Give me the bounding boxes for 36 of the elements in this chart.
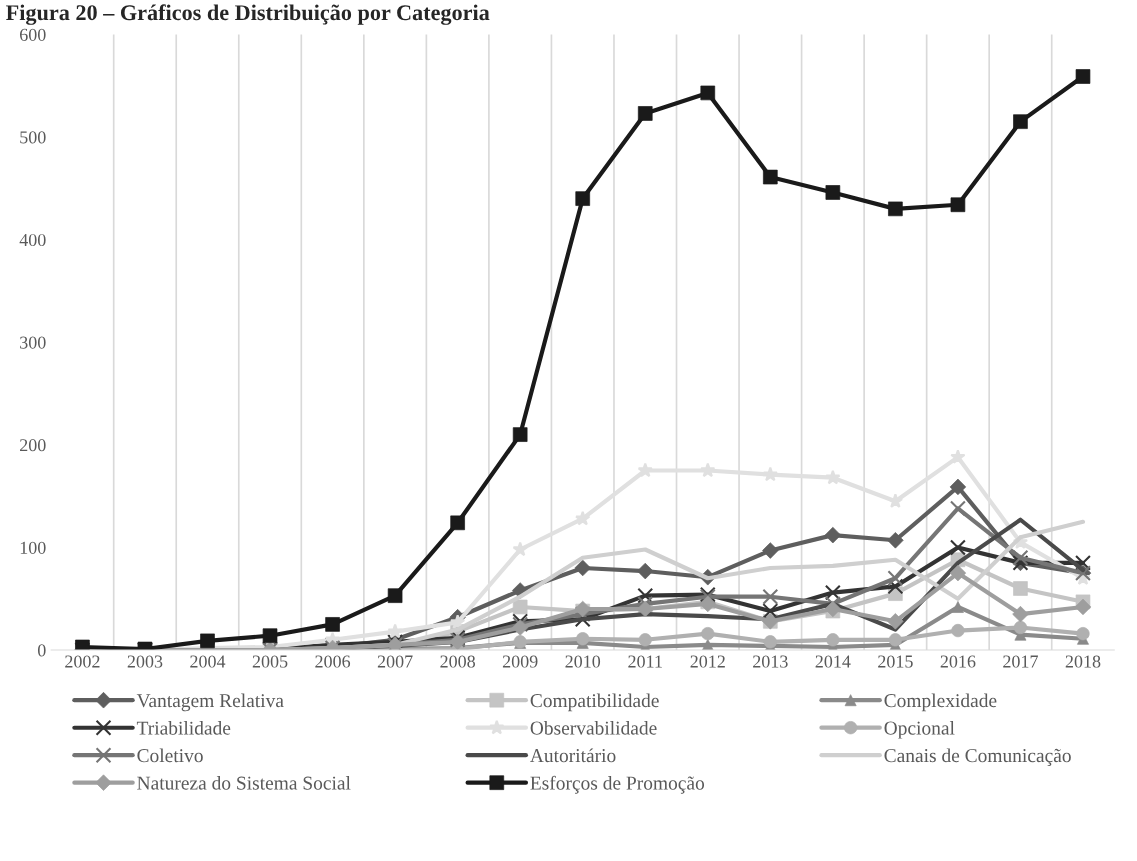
x-tick-label: 2005	[252, 655, 288, 668]
y-tick-label: 400	[19, 233, 46, 247]
x-tick-label: 2012	[690, 655, 725, 668]
legend-label: Esforços de Promoção	[530, 775, 705, 794]
x-tick-label: 2010	[565, 655, 601, 668]
x-tick-label: 2017	[1003, 655, 1038, 668]
x-tick-label: 2011	[628, 655, 662, 668]
legend-label: Observabilidade	[530, 720, 657, 735]
y-tick-label: 500	[20, 131, 46, 144]
y-tick-label: 100	[20, 541, 46, 554]
y-tick-label: 200	[20, 439, 46, 452]
x-tick-label: 2007	[377, 655, 413, 668]
x-tick-label: 2016	[940, 655, 976, 668]
x-tick-label: 2014	[815, 655, 851, 668]
legend-label: Canais de Comunicação	[884, 748, 1071, 767]
legend-label: Complexidade	[884, 693, 997, 712]
x-tick-label: 2002	[65, 655, 100, 668]
legend-label: Natureza do Sistema Social	[137, 775, 351, 790]
x-tick-label: 2013	[753, 655, 788, 668]
legend-label: Compatibilidade	[530, 693, 659, 712]
x-tick-label: 2009	[502, 655, 538, 668]
y-tick-label: 0	[37, 644, 46, 657]
chart-title: Figura 20 – Gráficos de Distribuição por Categoria	[6, 4, 490, 25]
y-tick-label: 600	[20, 28, 46, 41]
legend-label: Opcional	[884, 720, 955, 739]
x-tick-label: 2006	[315, 655, 351, 668]
legend-label: Coletivo	[137, 748, 203, 763]
x-tick-label: 2004	[190, 655, 226, 668]
x-tick-label: 2015	[878, 655, 913, 668]
y-tick-label: 300	[20, 336, 46, 349]
x-tick-label: 2018	[1065, 655, 1101, 668]
legend-label: Triabilidade	[136, 721, 231, 735]
x-tick-label: 2008	[440, 655, 476, 668]
legend-label: Vantagem Relativa	[136, 693, 284, 712]
x-tick-label: 2003	[127, 655, 163, 668]
legend-label: Autoritário	[530, 748, 616, 763]
